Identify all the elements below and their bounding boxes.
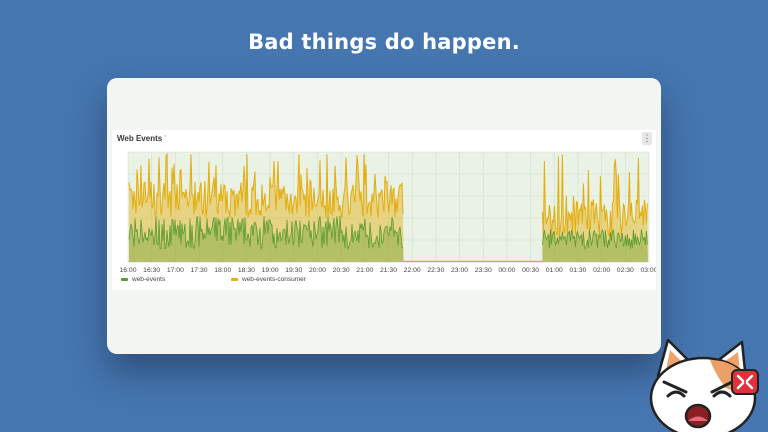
x-tick-label: 16:30 bbox=[143, 267, 160, 274]
legend-label-web-events-consumer: web-events-consumer bbox=[242, 276, 306, 283]
x-tick-label: 17:00 bbox=[167, 267, 184, 274]
x-tick-label: 18:00 bbox=[214, 267, 231, 274]
x-tick-label: 22:30 bbox=[427, 267, 444, 274]
legend-swatch-web-events-consumer bbox=[231, 277, 238, 281]
x-tick-label: 03:00 bbox=[640, 267, 656, 274]
legend-swatch-web-events bbox=[121, 277, 128, 281]
x-tick-label: 23:00 bbox=[451, 267, 468, 274]
series-area-web-events bbox=[542, 229, 648, 262]
legend-item-web-events[interactable]: web-events bbox=[121, 276, 165, 283]
panel-title-text: Web Events bbox=[117, 134, 163, 143]
x-tick-label: 00:00 bbox=[498, 267, 515, 274]
x-tick-label: 16:00 bbox=[119, 267, 136, 274]
x-tick-label: 19:00 bbox=[262, 267, 279, 274]
x-tick-label: 01:30 bbox=[569, 267, 586, 274]
x-tick-label: 21:00 bbox=[356, 267, 373, 274]
series-line-web-events-consumer bbox=[128, 152, 404, 218]
panel-title[interactable]: Web Events ' bbox=[117, 134, 166, 143]
dashboard-card: Web Events ' ⋮ 16:00 16:30 17:00 17:30 18:00 1… bbox=[107, 78, 661, 354]
x-tick-label: 20:30 bbox=[333, 267, 350, 274]
x-tick-label: 18:30 bbox=[238, 267, 255, 274]
series-area-web-events bbox=[129, 215, 404, 262]
x-tick-label: 02:00 bbox=[593, 267, 610, 274]
x-tick-label: 00:30 bbox=[522, 267, 539, 274]
web-events-chart[interactable]: 16:00 16:30 17:00 17:30 18:00 18:30 19:00 19:30… bbox=[112, 130, 656, 290]
x-tick-label: 23:30 bbox=[475, 267, 492, 274]
web-events-panel: Web Events ' ⋮ 16:00 16:30 17:00 17:30 18:00 1… bbox=[112, 130, 656, 290]
x-tick-label: 17:30 bbox=[191, 267, 208, 274]
legend-label-web-events: web-events bbox=[132, 276, 166, 283]
panel-menu-icon[interactable]: ⋮ bbox=[642, 132, 652, 145]
angry-cat-icon bbox=[649, 338, 759, 432]
x-tick-label: 20:00 bbox=[309, 267, 326, 274]
x-tick-label: 02:30 bbox=[617, 267, 634, 274]
x-tick-label: 22:00 bbox=[404, 267, 421, 274]
series-line-web-events bbox=[542, 229, 648, 250]
series-line-web-events bbox=[128, 215, 403, 251]
x-tick-label: 01:00 bbox=[546, 267, 563, 274]
panel-info-mark[interactable]: ' bbox=[164, 134, 166, 143]
x-tick-label: 19:30 bbox=[285, 267, 302, 274]
series-line-web-events-consumer bbox=[541, 154, 648, 238]
legend-item-web-events-consumer[interactable]: web-events-consumer bbox=[231, 276, 306, 283]
slide-headline: Bad things do happen. bbox=[248, 30, 520, 54]
x-tick-label: 21:30 bbox=[380, 267, 397, 274]
